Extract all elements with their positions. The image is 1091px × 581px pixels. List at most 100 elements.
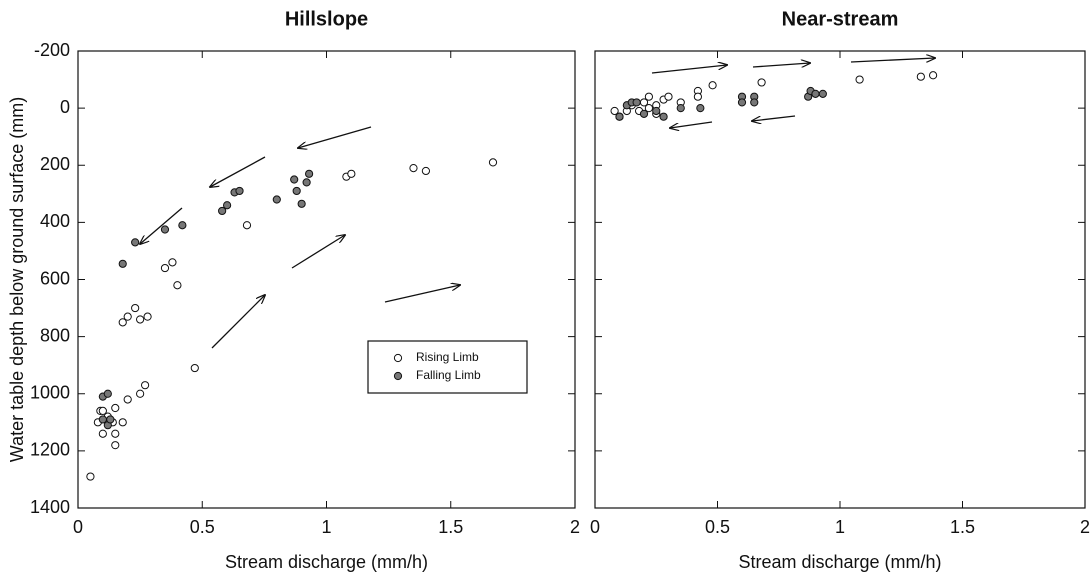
point — [173, 281, 182, 290]
point — [168, 258, 177, 267]
point — [488, 158, 498, 167]
arrow — [752, 63, 810, 68]
point — [118, 418, 127, 427]
arrow — [211, 295, 265, 349]
point — [272, 195, 281, 204]
point — [223, 201, 232, 210]
point — [242, 221, 252, 230]
point — [160, 225, 170, 234]
x-tick-label: 0.5 — [705, 517, 730, 537]
point — [615, 112, 624, 121]
x-tick-label: 0 — [73, 517, 83, 537]
point — [190, 363, 199, 373]
point — [178, 221, 187, 230]
point — [421, 166, 430, 176]
point — [118, 318, 127, 327]
y-tick-label: 800 — [40, 325, 70, 345]
x-tick-label: 1 — [835, 517, 845, 537]
arrow — [850, 58, 935, 63]
y-tick-label: 0 — [60, 97, 70, 117]
point — [750, 98, 759, 107]
point — [664, 92, 673, 101]
x-tick-label: 1.5 — [438, 517, 463, 537]
point — [347, 169, 356, 178]
x-axis-label: Stream discharge (mm/h) — [738, 552, 941, 572]
point — [916, 72, 925, 81]
point — [218, 206, 227, 216]
point — [290, 175, 299, 184]
point — [160, 263, 170, 273]
point — [644, 92, 654, 101]
point — [292, 186, 301, 196]
arrow — [651, 65, 727, 74]
point — [305, 169, 314, 178]
point — [140, 381, 150, 390]
point — [644, 104, 654, 113]
point — [757, 78, 766, 87]
point — [693, 92, 703, 101]
point — [302, 178, 311, 187]
y-tick-label: -200 — [34, 40, 70, 60]
plot-frame — [594, 50, 1086, 509]
point — [929, 71, 938, 80]
arrow — [670, 121, 713, 128]
y-axis-label: Water table depth below ground surface (… — [7, 97, 27, 463]
arrow — [384, 285, 460, 303]
point — [98, 406, 107, 415]
point — [610, 106, 619, 116]
point — [136, 389, 145, 398]
point — [111, 403, 120, 413]
arrows — [140, 58, 935, 349]
point — [111, 441, 120, 450]
point — [98, 429, 107, 438]
point — [659, 112, 668, 121]
arrow — [752, 115, 796, 121]
point — [118, 259, 127, 268]
point — [103, 389, 112, 398]
point — [111, 429, 120, 438]
point — [409, 164, 418, 173]
x-tick-label: 0 — [590, 517, 600, 537]
y-tick-label: 200 — [40, 154, 70, 174]
point — [143, 312, 152, 321]
x-axis-label: Stream discharge (mm/h) — [225, 552, 428, 572]
chart-title: Near-stream — [782, 8, 899, 30]
point — [131, 303, 140, 313]
point — [131, 238, 140, 247]
point — [106, 415, 115, 424]
point — [855, 75, 864, 84]
y-tick-label: 1400 — [30, 497, 70, 517]
x-tick-label: 1.5 — [950, 517, 975, 537]
point — [123, 312, 132, 321]
arrow — [140, 207, 183, 244]
point — [818, 89, 827, 98]
point — [632, 98, 641, 107]
y-tick-label: 600 — [40, 268, 70, 288]
arrow — [298, 126, 372, 148]
point — [86, 472, 95, 481]
legend-box — [367, 340, 528, 394]
arrow — [210, 156, 266, 187]
point — [737, 98, 747, 107]
y-tick-label: 1200 — [30, 440, 70, 460]
point — [136, 315, 145, 324]
x-tick-label: 2 — [1080, 517, 1090, 537]
legend-label: Rising Limb — [416, 350, 479, 364]
y-tick-label: 400 — [40, 211, 70, 231]
legend-marker — [393, 353, 403, 363]
point — [297, 199, 306, 208]
point — [639, 109, 649, 118]
x-tick-label: 2 — [570, 517, 580, 537]
plot-frame — [77, 50, 576, 509]
point — [676, 104, 685, 113]
point — [708, 81, 717, 90]
chart-title: Hillslope — [285, 8, 368, 30]
y-tick-label: 1000 — [30, 383, 70, 403]
x-tick-label: 0.5 — [190, 517, 215, 537]
point — [123, 395, 132, 404]
legend-marker — [393, 371, 403, 381]
arrow — [291, 235, 345, 269]
legend-label: Falling Limb — [416, 368, 481, 382]
x-tick-label: 1 — [321, 517, 331, 537]
